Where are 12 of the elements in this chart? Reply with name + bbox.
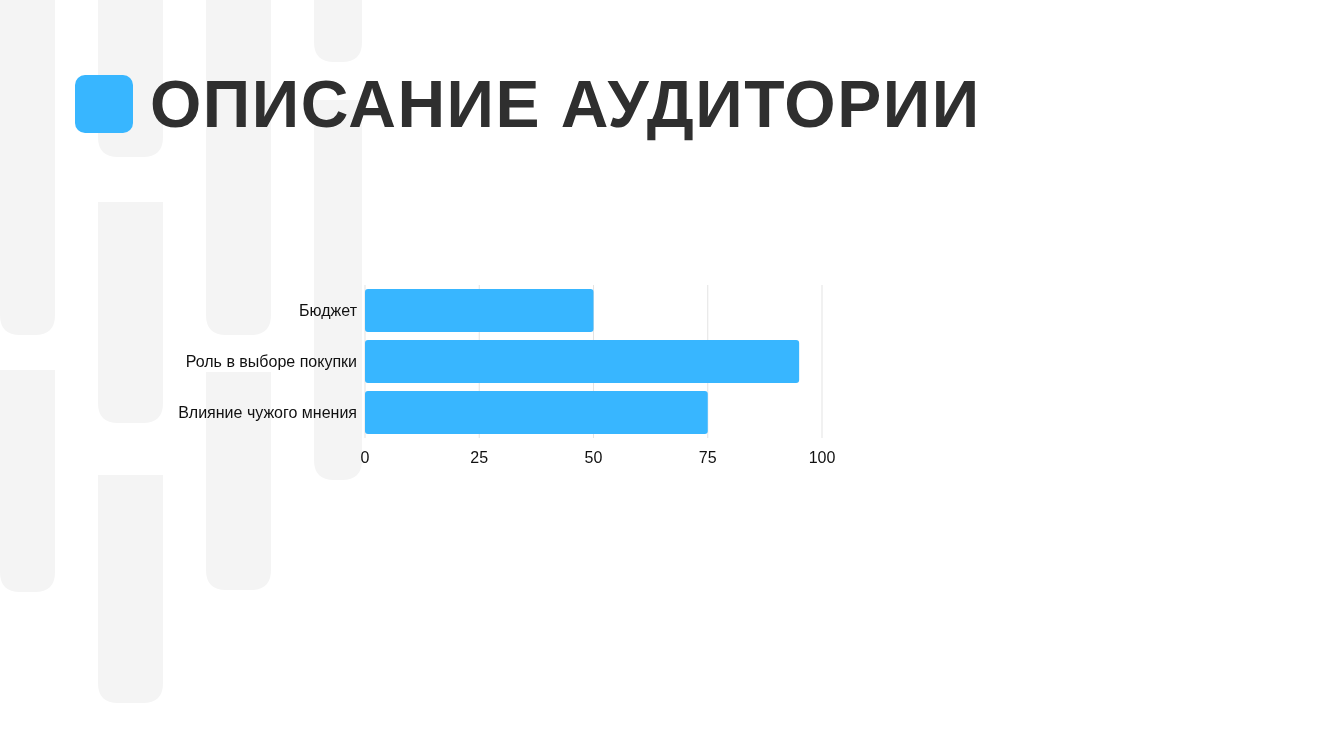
y-tick-label: Влияние чужого мнения	[178, 404, 357, 422]
chart-title: ОПИСАНИЕ АУДИТОРИИ	[150, 66, 981, 143]
bar	[365, 391, 708, 435]
x-tick-label: 50	[584, 449, 603, 467]
x-tick-label: 0	[360, 449, 370, 467]
bar	[365, 289, 594, 333]
y-tick-label: Роль в выборе покупки	[185, 353, 357, 371]
x-tick-label: 25	[470, 449, 489, 467]
y-tick-label: Бюджет	[299, 302, 358, 320]
x-tick-label: 75	[698, 449, 717, 467]
bar	[365, 340, 800, 384]
x-tick-label: 100	[808, 449, 836, 467]
